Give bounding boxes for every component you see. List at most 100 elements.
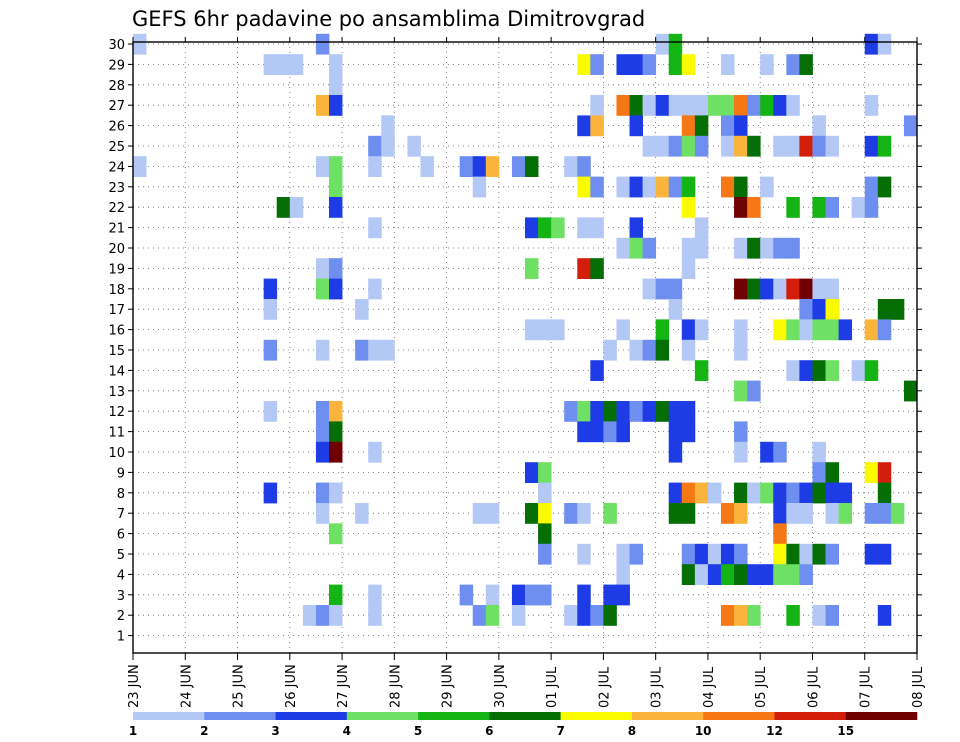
heatmap-cell <box>368 278 382 300</box>
y-tick-label: 1 <box>117 630 125 645</box>
color-scale-segment <box>204 712 276 720</box>
heatmap-cell <box>681 319 696 341</box>
heatmap-cell <box>577 217 591 239</box>
heatmap-cell <box>721 95 735 116</box>
heatmap-cell <box>773 95 787 116</box>
heatmap-cell <box>329 176 343 198</box>
heatmap-cell <box>681 543 696 565</box>
y-tick-label: 19 <box>108 262 125 277</box>
heatmap-cell <box>668 54 683 75</box>
heatmap-cell <box>681 54 696 75</box>
color-scale-segment <box>703 712 775 720</box>
heatmap-cell <box>760 176 774 198</box>
heatmap-cell <box>329 278 343 300</box>
heatmap-cell <box>629 401 643 422</box>
heatmap-cell <box>368 135 382 157</box>
color-scale-label: 12 <box>766 724 783 738</box>
heatmap-cell <box>577 176 591 198</box>
heatmap-cell <box>838 503 853 524</box>
y-tick-label: 30 <box>108 38 125 53</box>
color-scale-label: 15 <box>837 724 854 738</box>
heatmap-cell <box>629 217 643 239</box>
heatmap-cell <box>381 115 395 137</box>
color-scale-label: 2 <box>200 724 208 738</box>
heatmap-cell <box>538 584 552 606</box>
heatmap-cell <box>538 462 552 483</box>
heatmap-cell <box>381 339 395 361</box>
y-tick-label: 22 <box>108 201 125 216</box>
heatmap-cell <box>707 543 722 565</box>
y-tick-label: 23 <box>108 181 125 196</box>
heatmap-cell <box>616 564 630 585</box>
heatmap-cell <box>133 33 147 55</box>
color-scale-legend: 1 2 3 4 5 6 7 8 10 12 15 <box>129 712 918 738</box>
heatmap-cell <box>773 482 787 504</box>
heatmap-cell <box>668 299 683 320</box>
heatmap-cell <box>825 278 839 300</box>
heatmap-cell <box>616 176 630 198</box>
heatmap-cell <box>786 564 800 585</box>
heatmap-cell <box>903 380 918 402</box>
heatmap-cell <box>381 135 395 157</box>
x-tick-label: 07 JUL <box>859 666 874 708</box>
heatmap-cell <box>903 115 918 137</box>
heatmap-cell <box>590 360 604 381</box>
heatmap-cell <box>734 237 748 259</box>
heatmap-cell <box>655 278 670 300</box>
heatmap-cell <box>616 237 630 259</box>
heatmap-cell <box>616 319 630 341</box>
heatmap-cell <box>590 605 604 626</box>
heatmap-cell <box>799 503 813 524</box>
heatmap-cell <box>655 95 670 116</box>
heatmap-cell <box>734 380 748 402</box>
heatmap-cell <box>355 503 369 524</box>
heatmap-cell <box>590 401 604 422</box>
heatmap-cell <box>747 197 761 218</box>
heatmap-cell <box>734 278 748 300</box>
heatmap-cell <box>747 135 761 157</box>
heatmap-cell <box>864 135 879 157</box>
heatmap-cell <box>864 319 879 341</box>
heatmap-cell <box>681 176 696 198</box>
heatmap-cell <box>590 115 604 137</box>
heatmap-cell <box>668 401 683 422</box>
heatmap-cell <box>668 135 683 157</box>
y-tick-label: 4 <box>117 568 125 583</box>
heatmap-cell <box>773 564 787 585</box>
heatmap-cell <box>707 564 722 585</box>
heatmap-cell <box>668 421 683 443</box>
color-scale-label: 8 <box>628 724 636 738</box>
heatmap-cell <box>368 217 382 239</box>
heatmap-cell <box>681 258 696 279</box>
heatmap-cell <box>721 54 735 75</box>
heatmap-cell <box>629 115 643 137</box>
heatmap-cell <box>525 584 539 606</box>
y-tick-label: 13 <box>108 385 125 400</box>
heatmap-cell <box>485 605 500 626</box>
heatmap-cell <box>681 564 696 585</box>
heatmap-cell <box>603 605 617 626</box>
heatmap-cell <box>629 339 643 361</box>
heatmap-cell <box>355 299 369 320</box>
heatmap-cell <box>525 319 539 341</box>
y-tick-label: 3 <box>117 589 125 604</box>
heatmap-cell <box>773 278 787 300</box>
heatmap-cell <box>734 115 748 137</box>
heatmap-cell <box>773 441 787 463</box>
heatmap-cell <box>694 95 709 116</box>
y-tick-label: 24 <box>108 160 125 175</box>
heatmap-cell <box>812 360 826 381</box>
y-tick-label: 17 <box>108 303 125 318</box>
heatmap-cell <box>315 278 330 300</box>
y-tick-label: 27 <box>108 99 125 114</box>
heatmap-cell <box>616 401 630 422</box>
heatmap-cell <box>472 605 487 626</box>
heatmap-cell <box>329 401 343 422</box>
heatmap-cell <box>747 482 761 504</box>
heatmap-cell <box>721 115 735 137</box>
heatmap-cell <box>368 605 382 626</box>
heatmap-cell <box>799 319 813 341</box>
heatmap-cell <box>538 523 552 545</box>
heatmap-cell <box>577 54 591 75</box>
heatmap-cell <box>760 54 774 75</box>
